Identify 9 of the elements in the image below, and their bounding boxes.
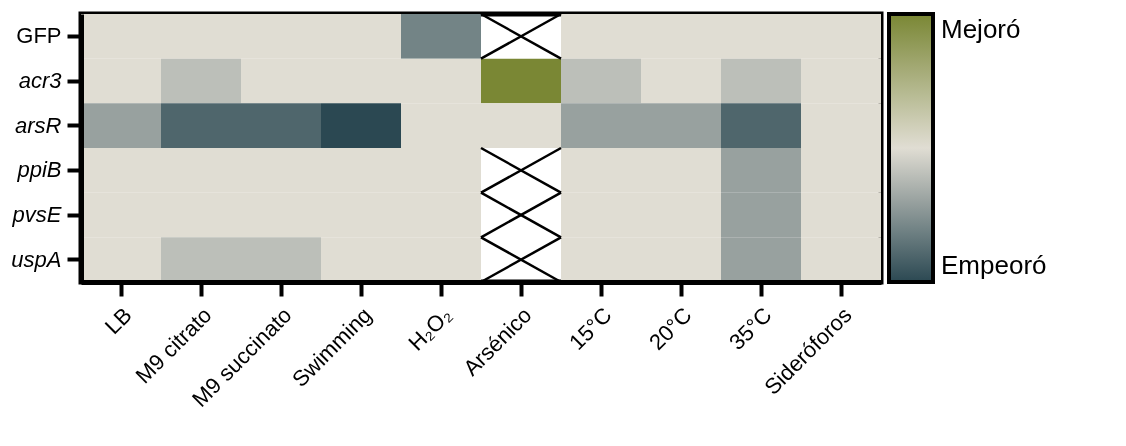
x-tick-label: LB (99, 302, 137, 340)
y-tick-label: uspA (11, 246, 62, 272)
color-bar-label: Mejoró (941, 14, 1021, 45)
y-tick-label: acr3 (18, 68, 63, 93)
y-tick-label: GFP (16, 23, 62, 49)
y-tick-label: pvsE (11, 202, 62, 227)
y-tick-label: arsR (15, 112, 62, 138)
color-bar-label: Empeoró (941, 249, 1047, 280)
y-tick-label: ppiB (16, 157, 62, 183)
